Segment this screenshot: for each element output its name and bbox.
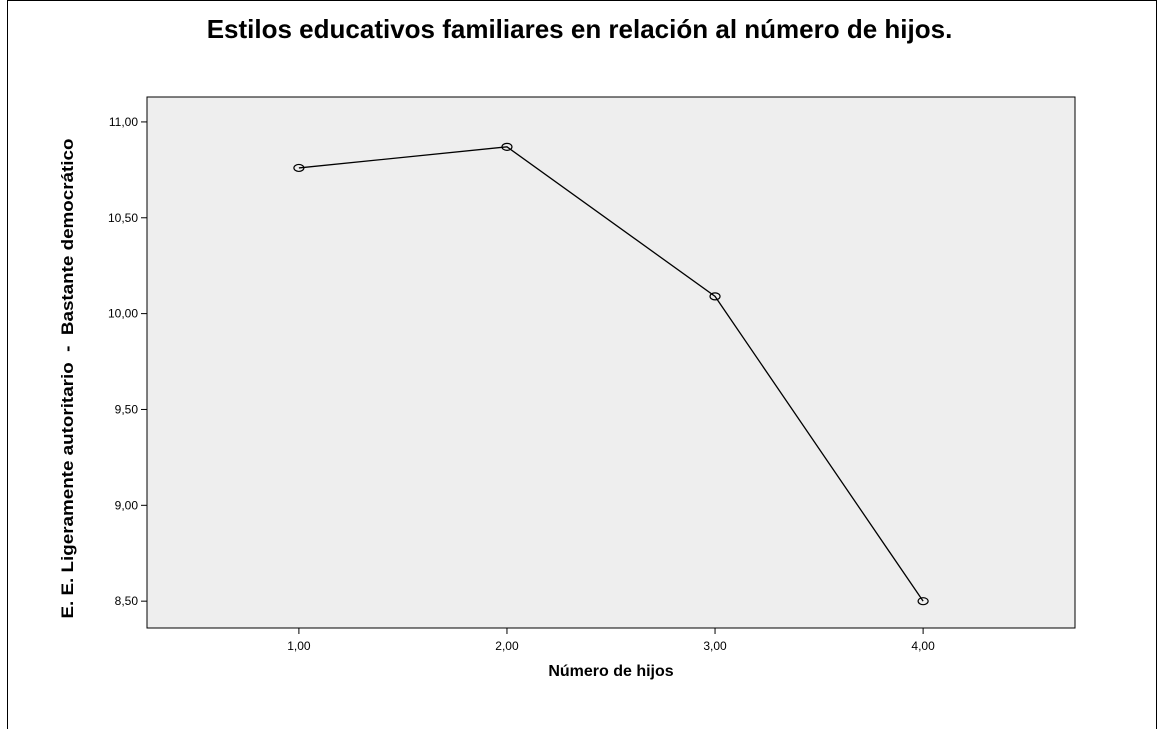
data-point-marker (917, 597, 929, 606)
x-tick-label: 4,00 (911, 639, 935, 653)
data-point-marker (501, 142, 513, 151)
y-axis: 8,50 9,00 9,50 10,00 10,50 11,00 (108, 115, 147, 608)
x-axis-title: Número de hijos (548, 663, 673, 680)
series-line (298, 146, 924, 602)
plot-area (146, 96, 1076, 629)
chart-title: Estilos educativos familiares en relació… (206, 14, 953, 44)
y-tick-label: 8,50 (115, 594, 139, 608)
y-tick-label: 9,00 (115, 498, 139, 512)
y-tick-label: 11,00 (109, 115, 138, 129)
y-tick-label: 9,50 (115, 402, 139, 416)
x-axis: 1,00 2,00 3,00 4,00 (287, 628, 935, 653)
x-tick-label: 2,00 (495, 639, 519, 653)
x-tick-label: 1,00 (287, 639, 311, 653)
x-tick-label: 3,00 (703, 639, 727, 653)
data-point-marker (709, 292, 721, 301)
y-tick-label: 10,50 (108, 211, 138, 225)
data-point-marker (293, 163, 305, 173)
series-group (293, 142, 929, 606)
y-axis-title: E. E. Ligeramente autoritario - Bastante… (58, 139, 77, 619)
y-tick-label: 10,00 (108, 307, 138, 321)
chart-frame (7, 0, 1157, 729)
